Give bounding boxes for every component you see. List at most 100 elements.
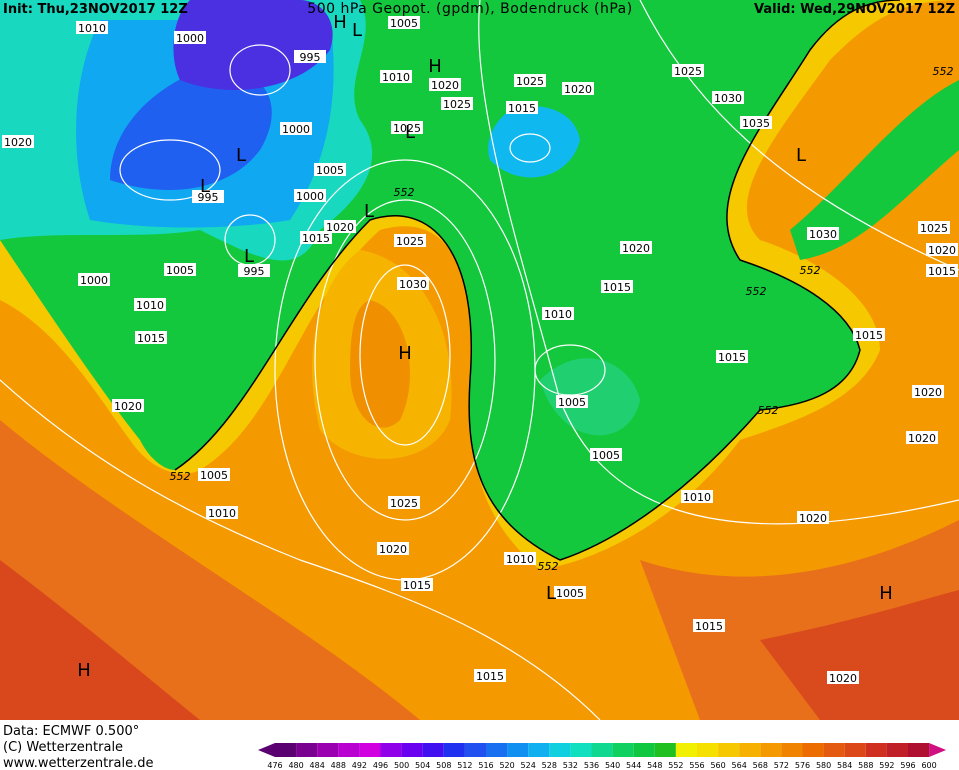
colorbar-tick-label: 476 — [267, 761, 282, 770]
label-box — [514, 74, 546, 87]
label-box — [134, 298, 166, 311]
isobar-label: 1035 — [742, 117, 770, 130]
colorbar-tick-label: 484 — [310, 761, 325, 770]
colorbar-tick-label: 568 — [753, 761, 768, 770]
colorbar-swatch — [760, 743, 782, 757]
colorbar-tick-label: 540 — [605, 761, 620, 770]
isobar-label: 995 — [300, 51, 321, 64]
isobar-label: 1015 — [302, 232, 330, 245]
label-box — [300, 231, 332, 244]
pressure-center: H — [77, 660, 91, 681]
isobar-label: 1010 — [208, 507, 236, 520]
isobar-label: 1015 — [695, 620, 723, 633]
label-box — [135, 331, 167, 344]
map-title: 500 hPa Geopot. (gpdm), Bodendruck (hPa) — [307, 1, 632, 17]
colorbar-swatch — [781, 743, 803, 757]
colorbar-swatch — [549, 743, 571, 757]
label-box — [391, 121, 423, 134]
colorbar-tick-label: 576 — [795, 761, 810, 770]
colorbar-tick-label: 572 — [774, 761, 789, 770]
isobar-label: 1025 — [443, 98, 471, 111]
isobar-label: 1020 — [379, 543, 407, 556]
isobar-label: 995 — [244, 265, 265, 278]
colorbar-swatch — [633, 743, 655, 757]
colorbar-swatch — [697, 743, 719, 757]
label-box — [174, 31, 206, 44]
isobar-label: 1025 — [396, 235, 424, 248]
isobar-label: 1015 — [403, 579, 431, 592]
colorbar-tick-label: 528 — [542, 761, 557, 770]
colorbar-swatch — [380, 743, 402, 757]
colorbar-swatch — [612, 743, 634, 757]
isobar-label: 1030 — [809, 228, 837, 241]
colorbar-swatch — [739, 743, 761, 757]
pressure-center: H — [879, 583, 893, 604]
colorbar-tick-label: 580 — [816, 761, 831, 770]
label-box — [926, 243, 958, 256]
isobar-label: 1020 — [622, 242, 650, 255]
label-box — [377, 542, 409, 555]
isobar-label: 1000 — [80, 274, 108, 287]
colorbar-swatch — [591, 743, 613, 757]
colorbar-tick-label: 548 — [647, 761, 662, 770]
label-box — [556, 395, 588, 408]
colorbar-tick-label: 480 — [288, 761, 303, 770]
colorbar-tick-label: 600 — [921, 761, 936, 770]
copyright: (C) Wetterzentrale — [3, 740, 123, 755]
label-box — [294, 189, 326, 202]
label-box — [716, 350, 748, 363]
label-box — [672, 64, 704, 77]
colorbar-arrow-right — [929, 743, 947, 757]
isobar-label: 1010 — [136, 299, 164, 312]
colorbar-swatch — [275, 743, 297, 757]
data-source: Data: ECMWF 0.500° — [3, 724, 139, 739]
label-box — [397, 277, 429, 290]
colorbar-swatch — [401, 743, 423, 757]
colorbar-swatch — [908, 743, 930, 757]
label-box — [206, 506, 238, 519]
label-box — [76, 21, 108, 34]
pressure-center: H — [428, 56, 442, 77]
pressure-center: L — [796, 145, 806, 166]
pressure-center: L — [352, 20, 362, 41]
label-box — [912, 385, 944, 398]
colorbar-swatch — [654, 743, 676, 757]
isobar-label: 1010 — [382, 71, 410, 84]
pressure-center: L — [364, 201, 374, 222]
map-field — [0, 0, 959, 720]
isobar-label: 1020 — [431, 79, 459, 92]
colorbar-tick-label: 500 — [394, 761, 409, 770]
label-box — [681, 490, 713, 503]
contour-label: 552 — [800, 264, 821, 277]
website: www.wetterzentrale.de — [3, 756, 153, 770]
colorbar-swatch — [338, 743, 360, 757]
isobar-label: 995 — [198, 191, 219, 204]
isobar-label: 1015 — [508, 102, 536, 115]
pressure-center: L — [200, 176, 210, 197]
label-box — [198, 468, 230, 481]
isobar-label: 1020 — [908, 432, 936, 445]
isobar-label: 1005 — [200, 469, 228, 482]
label-box — [380, 70, 412, 83]
colorbar-tick-label: 544 — [626, 761, 641, 770]
label-box — [474, 669, 506, 682]
colorbar-tick-label: 584 — [837, 761, 852, 770]
colorbar-tick-label: 516 — [478, 761, 493, 770]
colorbar-tick-label: 508 — [436, 761, 451, 770]
label-box — [620, 241, 652, 254]
label-box — [192, 190, 224, 203]
label-box — [542, 307, 574, 320]
colorbar-tick-label: 492 — [352, 761, 367, 770]
colorbar-swatch — [844, 743, 866, 757]
colorbar-swatch — [507, 743, 529, 757]
colorbar-swatch — [718, 743, 740, 757]
label-box — [906, 431, 938, 444]
isobar-label: 1020 — [564, 83, 592, 96]
isobar-label: 1010 — [506, 553, 534, 566]
colorbar-tick-label: 520 — [499, 761, 514, 770]
label-box — [112, 399, 144, 412]
isobar-label: 1025 — [390, 497, 418, 510]
label-box — [401, 578, 433, 591]
label-box — [429, 78, 461, 91]
